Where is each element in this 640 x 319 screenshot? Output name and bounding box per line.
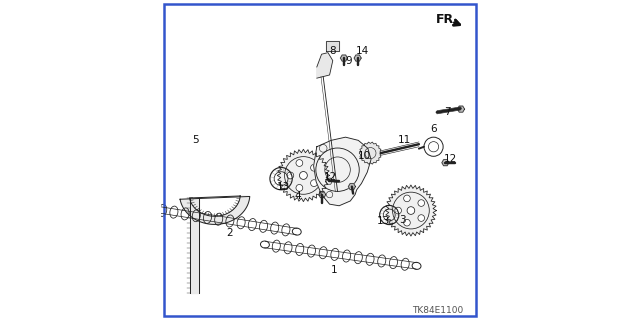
Polygon shape [277, 149, 330, 202]
Text: 14: 14 [355, 46, 369, 56]
Circle shape [310, 180, 317, 187]
Circle shape [300, 172, 307, 179]
Circle shape [287, 172, 294, 179]
Text: 12: 12 [444, 154, 458, 165]
Circle shape [404, 219, 410, 226]
Text: 7: 7 [444, 107, 451, 117]
Polygon shape [354, 55, 361, 61]
Polygon shape [325, 178, 332, 184]
Polygon shape [442, 160, 449, 166]
Polygon shape [189, 198, 199, 293]
Text: 3: 3 [399, 215, 406, 225]
Circle shape [296, 160, 303, 167]
Polygon shape [326, 41, 339, 51]
Text: 8: 8 [330, 46, 336, 56]
Text: 10: 10 [358, 151, 371, 161]
Polygon shape [314, 137, 371, 206]
Text: 11: 11 [398, 135, 411, 145]
Circle shape [418, 215, 424, 221]
Circle shape [296, 184, 303, 191]
Circle shape [310, 164, 317, 171]
Text: 6: 6 [430, 124, 436, 134]
Polygon shape [385, 185, 436, 236]
Polygon shape [319, 191, 326, 198]
Circle shape [418, 200, 424, 206]
Polygon shape [359, 142, 381, 164]
Polygon shape [180, 196, 250, 224]
Text: 12: 12 [324, 172, 337, 182]
Polygon shape [458, 106, 465, 112]
Text: 13: 13 [377, 216, 390, 226]
Text: 1: 1 [331, 264, 338, 275]
Circle shape [395, 207, 401, 214]
Text: 4: 4 [294, 191, 301, 201]
Polygon shape [348, 183, 355, 190]
Text: 5: 5 [192, 135, 199, 145]
Text: FR.: FR. [436, 13, 459, 26]
Text: 13: 13 [276, 182, 290, 192]
Circle shape [407, 207, 415, 214]
Text: 9: 9 [346, 56, 352, 66]
Text: TK84E1100: TK84E1100 [412, 306, 463, 315]
Circle shape [404, 195, 410, 202]
Polygon shape [340, 55, 348, 61]
Text: 2: 2 [226, 228, 232, 238]
FancyArrowPatch shape [453, 20, 460, 25]
Polygon shape [317, 53, 333, 78]
